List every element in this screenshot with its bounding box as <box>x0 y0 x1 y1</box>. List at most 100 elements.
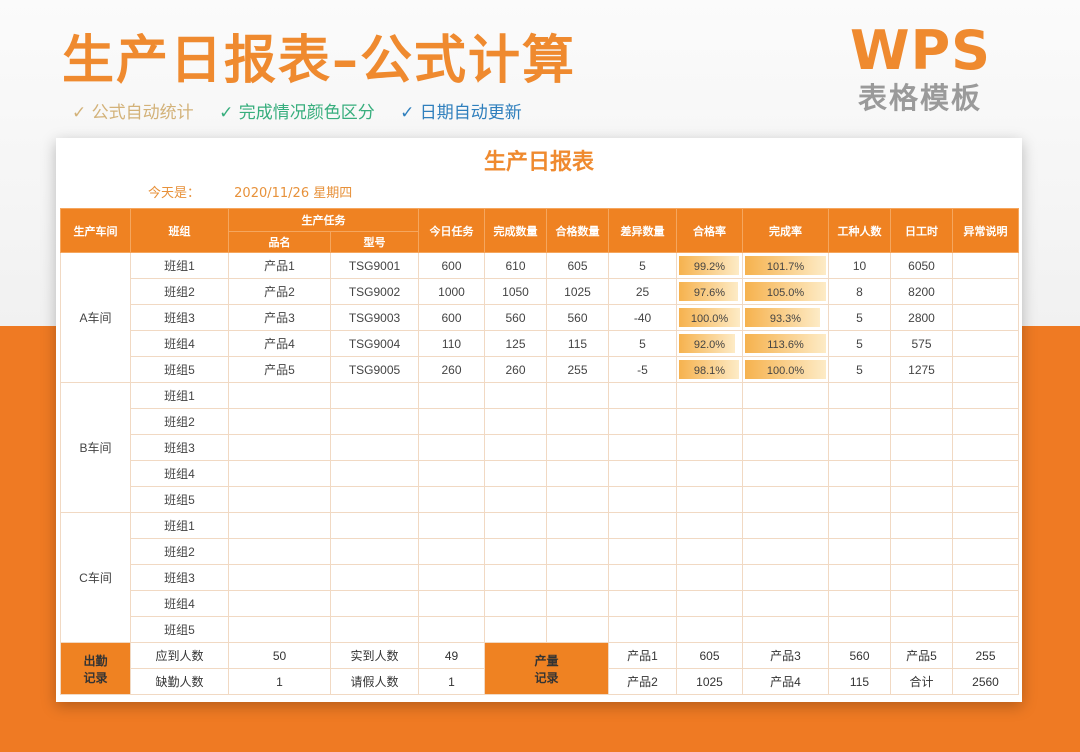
done-rate-cell[interactable]: 93.3% <box>742 304 829 331</box>
qualified-cell[interactable]: 115 <box>546 330 609 357</box>
empty-cell[interactable] <box>828 512 891 539</box>
empty-cell[interactable] <box>228 382 331 409</box>
empty-cell[interactable] <box>418 486 485 513</box>
team-cell[interactable]: 班组4 <box>130 590 229 617</box>
team-cell[interactable]: 班组2 <box>130 408 229 435</box>
empty-cell[interactable] <box>608 382 677 409</box>
empty-cell[interactable] <box>828 538 891 565</box>
empty-cell[interactable] <box>890 382 953 409</box>
empty-cell[interactable] <box>952 460 1019 487</box>
empty-cell[interactable] <box>418 590 485 617</box>
empty-cell[interactable] <box>952 382 1019 409</box>
empty-cell[interactable] <box>676 408 743 435</box>
empty-cell[interactable] <box>546 460 609 487</box>
empty-cell[interactable] <box>330 486 419 513</box>
empty-cell[interactable] <box>418 564 485 591</box>
empty-cell[interactable] <box>952 512 1019 539</box>
product-cell[interactable]: 产品4 <box>228 330 331 357</box>
empty-cell[interactable] <box>676 538 743 565</box>
leave-value[interactable]: 1 <box>418 668 485 695</box>
empty-cell[interactable] <box>742 538 829 565</box>
hours-cell[interactable]: 6050 <box>890 252 953 279</box>
empty-cell[interactable] <box>228 538 331 565</box>
empty-cell[interactable] <box>828 616 891 643</box>
empty-cell[interactable] <box>330 460 419 487</box>
empty-cell[interactable] <box>742 616 829 643</box>
task-cell[interactable]: 260 <box>418 356 485 383</box>
product-cell[interactable]: 产品2 <box>228 278 331 305</box>
task-cell[interactable]: 1000 <box>418 278 485 305</box>
workers-cell[interactable]: 8 <box>828 278 891 305</box>
empty-cell[interactable] <box>952 616 1019 643</box>
done-cell[interactable]: 125 <box>484 330 547 357</box>
empty-cell[interactable] <box>742 460 829 487</box>
actual-value[interactable]: 49 <box>418 642 485 669</box>
empty-cell[interactable] <box>828 460 891 487</box>
empty-cell[interactable] <box>228 486 331 513</box>
empty-cell[interactable] <box>546 408 609 435</box>
done-cell[interactable]: 1050 <box>484 278 547 305</box>
empty-cell[interactable] <box>890 512 953 539</box>
empty-cell[interactable] <box>890 590 953 617</box>
empty-cell[interactable] <box>742 434 829 461</box>
hours-cell[interactable]: 2800 <box>890 304 953 331</box>
empty-cell[interactable] <box>676 616 743 643</box>
diff-cell[interactable]: -5 <box>608 356 677 383</box>
empty-cell[interactable] <box>546 590 609 617</box>
empty-cell[interactable] <box>330 590 419 617</box>
team-cell[interactable]: 班组1 <box>130 382 229 409</box>
empty-cell[interactable] <box>828 486 891 513</box>
empty-cell[interactable] <box>418 460 485 487</box>
empty-cell[interactable] <box>676 460 743 487</box>
done-cell[interactable]: 560 <box>484 304 547 331</box>
team-cell[interactable]: 班组5 <box>130 486 229 513</box>
empty-cell[interactable] <box>330 564 419 591</box>
done-rate-cell[interactable]: 100.0% <box>742 356 829 383</box>
empty-cell[interactable] <box>608 616 677 643</box>
output-value[interactable]: 605 <box>676 642 743 669</box>
empty-cell[interactable] <box>330 434 419 461</box>
empty-cell[interactable] <box>828 434 891 461</box>
model-cell[interactable]: TSG9003 <box>330 304 419 331</box>
output-value[interactable]: 255 <box>952 642 1019 669</box>
hours-cell[interactable]: 8200 <box>890 278 953 305</box>
empty-cell[interactable] <box>546 486 609 513</box>
hours-cell[interactable]: 575 <box>890 330 953 357</box>
empty-cell[interactable] <box>952 564 1019 591</box>
done-rate-cell[interactable]: 101.7% <box>742 252 829 279</box>
empty-cell[interactable] <box>676 590 743 617</box>
empty-cell[interactable] <box>546 538 609 565</box>
empty-cell[interactable] <box>890 486 953 513</box>
workers-cell[interactable]: 5 <box>828 330 891 357</box>
note-cell[interactable] <box>952 304 1019 331</box>
empty-cell[interactable] <box>952 486 1019 513</box>
empty-cell[interactable] <box>742 590 829 617</box>
empty-cell[interactable] <box>546 616 609 643</box>
team-cell[interactable]: 班组2 <box>130 278 229 305</box>
model-cell[interactable]: TSG9001 <box>330 252 419 279</box>
diff-cell[interactable]: -40 <box>608 304 677 331</box>
qualified-cell[interactable]: 255 <box>546 356 609 383</box>
empty-cell[interactable] <box>484 408 547 435</box>
empty-cell[interactable] <box>890 538 953 565</box>
empty-cell[interactable] <box>828 590 891 617</box>
pass-rate-cell[interactable]: 97.6% <box>676 278 743 305</box>
empty-cell[interactable] <box>418 512 485 539</box>
empty-cell[interactable] <box>608 590 677 617</box>
qualified-cell[interactable]: 605 <box>546 252 609 279</box>
note-cell[interactable] <box>952 330 1019 357</box>
diff-cell[interactable]: 25 <box>608 278 677 305</box>
empty-cell[interactable] <box>608 460 677 487</box>
empty-cell[interactable] <box>484 538 547 565</box>
empty-cell[interactable] <box>228 564 331 591</box>
empty-cell[interactable] <box>228 460 331 487</box>
empty-cell[interactable] <box>890 408 953 435</box>
empty-cell[interactable] <box>676 512 743 539</box>
team-cell[interactable]: 班组4 <box>130 330 229 357</box>
workers-cell[interactable]: 5 <box>828 356 891 383</box>
empty-cell[interactable] <box>608 434 677 461</box>
product-cell[interactable]: 产品1 <box>228 252 331 279</box>
empty-cell[interactable] <box>546 382 609 409</box>
team-cell[interactable]: 班组2 <box>130 538 229 565</box>
empty-cell[interactable] <box>228 590 331 617</box>
